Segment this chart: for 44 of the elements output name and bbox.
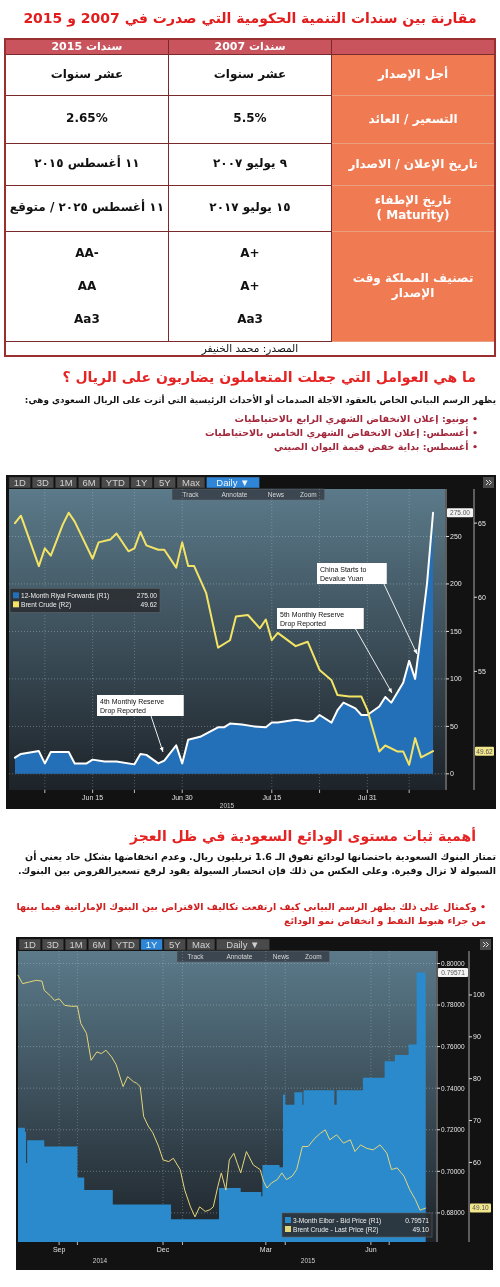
text: Daily ▼	[216, 477, 250, 488]
chart-subtitle: تمتاز البنوك السعودية باحتضانها لودائع تفوق الـ 1.6 تريليون ريال. وعدم انخفاضها بشكل حاد يعني أن السيولة لا تزال وفيرة. وعلى العكس من ذلك فإن انحسار السيولة يقود لرفع تسعيرالقروض بين البنوك.	[17, 850, 496, 878]
text: ٩ يوليو ٢٠٠٧	[213, 156, 287, 171]
text: • وكمثال على ذلك يظهر الرسم البياني كيف ارتفعت تكاليف الاقتراض بين البنوك الإماراتية فيما بينها من جراء هبوط النفط و انخفاض نمو الودائع	[15, 900, 486, 928]
text: • أغسطس: إعلان الانخفاض الشهري الخامس بالاحتياطيات	[203, 426, 478, 440]
text: عشر سنوات	[50, 66, 124, 81]
text: مقارنة بين سندات التنمية الحكومية التي صدرت في 2007 و 2015	[22, 10, 478, 26]
text: • أغسطس: بداية خفض قيمة اليوان الصيني	[273, 440, 478, 454]
category-label: سندات 2007	[168, 39, 332, 54]
text: 3D	[36, 477, 50, 488]
text: 5Y	[168, 939, 182, 950]
text: عشر سنوات	[213, 66, 287, 81]
text: 1D	[13, 477, 27, 488]
category-label: سندات 2015	[5, 39, 169, 54]
text: A+ A+ Aa3	[237, 245, 263, 326]
text: 6M	[82, 477, 96, 488]
category-label: تصنيف المملكة وقت الإصدار	[352, 271, 474, 300]
category-label: التسعير / العائد	[368, 111, 458, 126]
text: 1Y	[135, 477, 149, 488]
chart-title: أهمية ثبات مستوى الودائع السعودية في ظل العجز	[128, 828, 476, 844]
text: AA- AA Aa3	[74, 245, 100, 326]
text: 1M	[59, 477, 73, 488]
text: YTD	[115, 939, 135, 950]
text: Max	[181, 477, 201, 488]
text: 5.5%	[233, 111, 267, 126]
text: 1M	[69, 939, 83, 950]
text: 6M	[92, 939, 106, 950]
text: YTD	[105, 477, 125, 488]
text: 1D	[23, 939, 37, 950]
text: 5Y	[158, 477, 172, 488]
text: 1Y	[145, 939, 159, 950]
category-label: أجل الإصدار	[377, 67, 449, 81]
text: Max	[191, 939, 211, 950]
text: Daily ▼	[226, 939, 260, 950]
text: ١٥ يوليو ٢٠١٧	[209, 200, 291, 215]
text: • يونيو: إعلان الانخفاض الشهري الرابع بالاحتياطيات	[233, 412, 478, 426]
text: ١١ أغسطس ٢٠١٥	[34, 156, 140, 171]
text: ١١ أغسطس ٢٠٢٥ / متوقع	[9, 200, 164, 215]
text: 3D	[46, 939, 60, 950]
category-label: تاريخ الإعلان / الاصدار	[348, 156, 478, 171]
text: المصدر: محمد الخنيفر	[5, 341, 495, 356]
chart-title: ما هي العوامل التي جعلت المتعاملون يضاربون على الريال ؟	[61, 369, 476, 385]
chart-subtitle: يظهر الرسم البياني الخاص بالعقود الآجلة الصدمات أو الأحداث الرئيسية التي أثرت على الريال السعودي وهي:	[23, 393, 496, 407]
text: 2.65%	[66, 111, 108, 126]
